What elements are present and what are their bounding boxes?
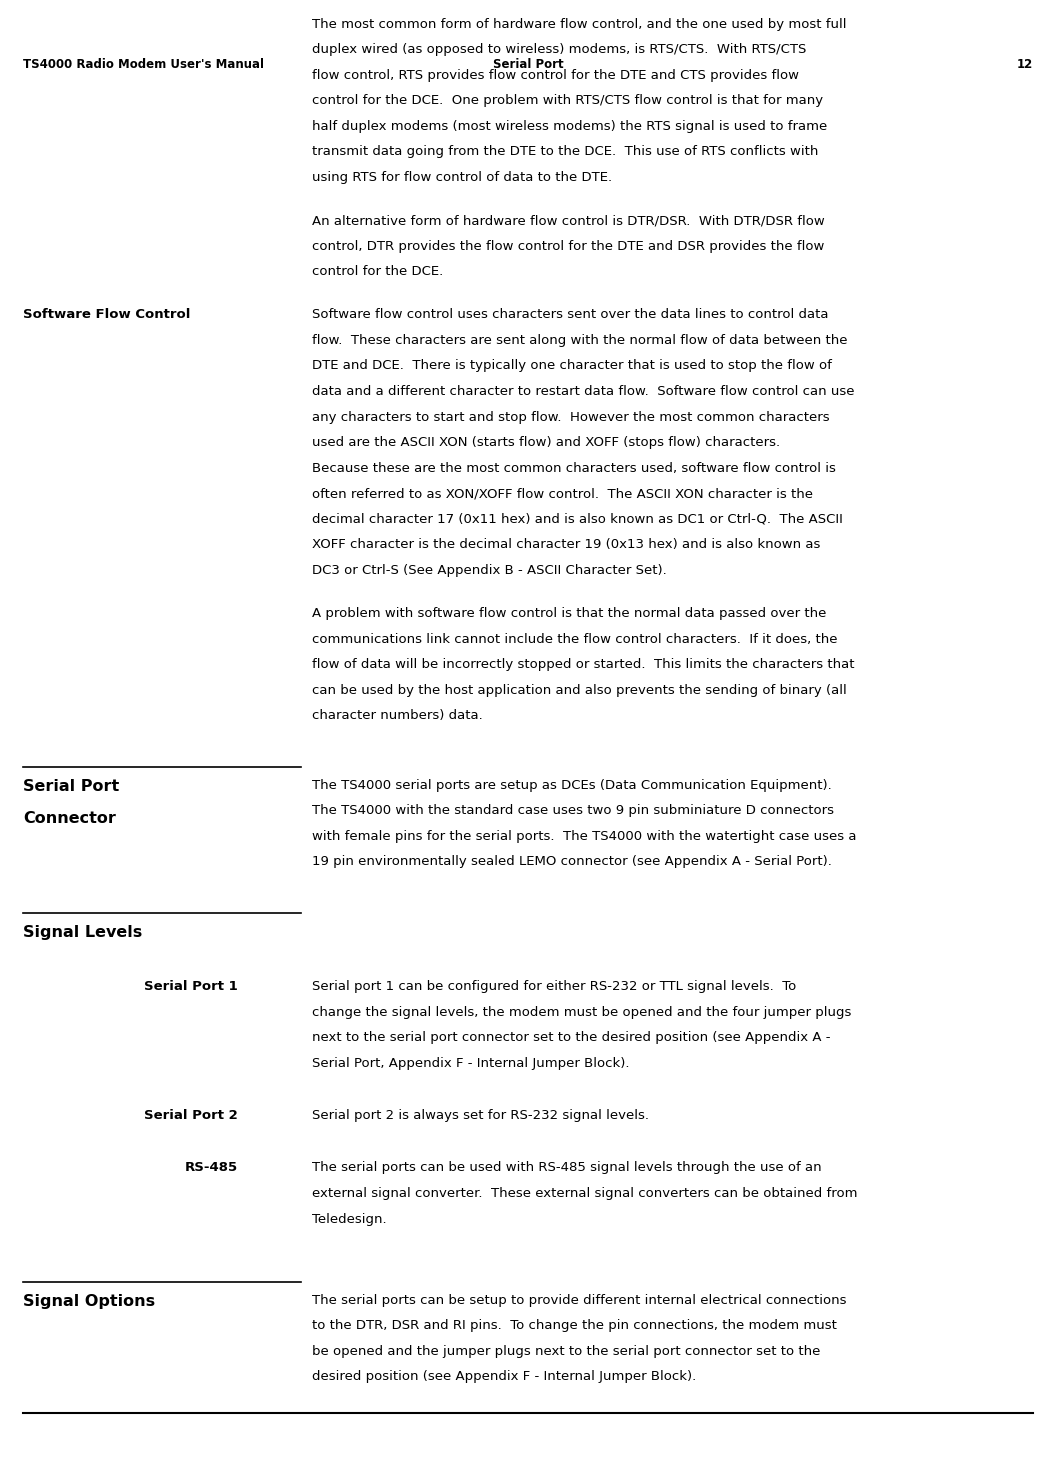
Text: Because these are the most common characters used, software flow control is: Because these are the most common charac…	[312, 462, 835, 475]
Text: communications link cannot include the flow control characters.  If it does, the: communications link cannot include the f…	[312, 633, 837, 646]
Text: decimal character 17 (0x11 hex) and is also known as DC1 or Ctrl-Q.  The ASCII: decimal character 17 (0x11 hex) and is a…	[312, 513, 843, 526]
Text: Serial Port: Serial Port	[493, 58, 563, 72]
Text: desired position (see Appendix F - Internal Jumper Block).: desired position (see Appendix F - Inter…	[312, 1370, 696, 1384]
Text: flow.  These characters are sent along with the normal flow of data between the: flow. These characters are sent along wi…	[312, 335, 847, 346]
Text: The TS4000 with the standard case uses two 9 pin subminiature D connectors: The TS4000 with the standard case uses t…	[312, 805, 833, 817]
Text: with female pins for the serial ports.  The TS4000 with the watertight case uses: with female pins for the serial ports. T…	[312, 830, 856, 843]
Text: transmit data going from the DTE to the DCE.  This use of RTS conflicts with: transmit data going from the DTE to the …	[312, 146, 818, 158]
Text: DTE and DCE.  There is typically one character that is used to stop the flow of: DTE and DCE. There is typically one char…	[312, 359, 831, 373]
Text: An alternative form of hardware flow control is DTR/DSR.  With DTR/DSR flow: An alternative form of hardware flow con…	[312, 215, 825, 226]
Text: Teledesign.: Teledesign.	[312, 1213, 386, 1226]
Text: Serial Port 2: Serial Port 2	[144, 1109, 238, 1122]
Text: TS4000 Radio Modem User's Manual: TS4000 Radio Modem User's Manual	[23, 58, 264, 72]
Text: Connector: Connector	[23, 811, 116, 825]
Text: Software Flow Control: Software Flow Control	[23, 308, 190, 321]
Text: used are the ASCII XON (starts flow) and XOFF (stops flow) characters.: used are the ASCII XON (starts flow) and…	[312, 437, 779, 449]
Text: character numbers) data.: character numbers) data.	[312, 710, 483, 722]
Text: flow of data will be incorrectly stopped or started.  This limits the characters: flow of data will be incorrectly stopped…	[312, 659, 854, 671]
Text: Serial port 1 can be configured for either RS-232 or TTL signal levels.  To: Serial port 1 can be configured for eith…	[312, 980, 796, 993]
Text: external signal converter.  These external signal converters can be obtained fro: external signal converter. These externa…	[312, 1188, 857, 1199]
Text: A problem with software flow control is that the normal data passed over the: A problem with software flow control is …	[312, 608, 826, 619]
Text: Serial Port: Serial Port	[23, 779, 119, 793]
Text: The serial ports can be setup to provide different internal electrical connectio: The serial ports can be setup to provide…	[312, 1294, 846, 1306]
Text: can be used by the host application and also prevents the sending of binary (all: can be used by the host application and …	[312, 684, 846, 697]
Text: to the DTR, DSR and RI pins.  To change the pin connections, the modem must: to the DTR, DSR and RI pins. To change t…	[312, 1319, 836, 1332]
Text: control for the DCE.  One problem with RTS/CTS flow control is that for many: control for the DCE. One problem with RT…	[312, 94, 823, 107]
Text: flow control, RTS provides flow control for the DTE and CTS provides flow: flow control, RTS provides flow control …	[312, 69, 798, 82]
Text: 12: 12	[1017, 58, 1033, 72]
Text: change the signal levels, the modem must be opened and the four jumper plugs: change the signal levels, the modem must…	[312, 1007, 851, 1018]
Text: often referred to as XON/XOFF flow control.  The ASCII XON character is the: often referred to as XON/XOFF flow contr…	[312, 488, 812, 500]
Text: Serial Port 1: Serial Port 1	[144, 980, 238, 993]
Text: be opened and the jumper plugs next to the serial port connector set to the: be opened and the jumper plugs next to t…	[312, 1344, 819, 1357]
Text: DC3 or Ctrl-S (See Appendix B - ASCII Character Set).: DC3 or Ctrl-S (See Appendix B - ASCII Ch…	[312, 564, 666, 577]
Text: using RTS for flow control of data to the DTE.: using RTS for flow control of data to th…	[312, 171, 611, 184]
Text: data and a different character to restart data flow.  Software flow control can : data and a different character to restar…	[312, 386, 854, 397]
Text: The TS4000 serial ports are setup as DCEs (Data Communication Equipment).: The TS4000 serial ports are setup as DCE…	[312, 779, 831, 792]
Text: Serial port 2 is always set for RS-232 signal levels.: Serial port 2 is always set for RS-232 s…	[312, 1109, 648, 1122]
Text: Serial Port, Appendix F - Internal Jumper Block).: Serial Port, Appendix F - Internal Jumpe…	[312, 1058, 629, 1069]
Text: next to the serial port connector set to the desired position (see Appendix A -: next to the serial port connector set to…	[312, 1031, 830, 1045]
Text: Signal Options: Signal Options	[23, 1294, 155, 1309]
Text: XOFF character is the decimal character 19 (0x13 hex) and is also known as: XOFF character is the decimal character …	[312, 539, 819, 551]
Text: The serial ports can be used with RS-485 signal levels through the use of an: The serial ports can be used with RS-485…	[312, 1161, 822, 1175]
Text: The most common form of hardware flow control, and the one used by most full: The most common form of hardware flow co…	[312, 18, 846, 31]
Text: control for the DCE.: control for the DCE.	[312, 266, 442, 278]
Text: half duplex modems (most wireless modems) the RTS signal is used to frame: half duplex modems (most wireless modems…	[312, 120, 827, 133]
Text: duplex wired (as opposed to wireless) modems, is RTS/CTS.  With RTS/CTS: duplex wired (as opposed to wireless) mo…	[312, 44, 806, 56]
Text: 19 pin environmentally sealed LEMO connector (see Appendix A - Serial Port).: 19 pin environmentally sealed LEMO conne…	[312, 856, 831, 868]
Text: Software flow control uses characters sent over the data lines to control data: Software flow control uses characters se…	[312, 308, 828, 321]
Text: any characters to start and stop flow.  However the most common characters: any characters to start and stop flow. H…	[312, 411, 829, 424]
Text: control, DTR provides the flow control for the DTE and DSR provides the flow: control, DTR provides the flow control f…	[312, 240, 824, 253]
Text: Signal Levels: Signal Levels	[23, 925, 143, 939]
Text: RS-485: RS-485	[185, 1161, 238, 1175]
